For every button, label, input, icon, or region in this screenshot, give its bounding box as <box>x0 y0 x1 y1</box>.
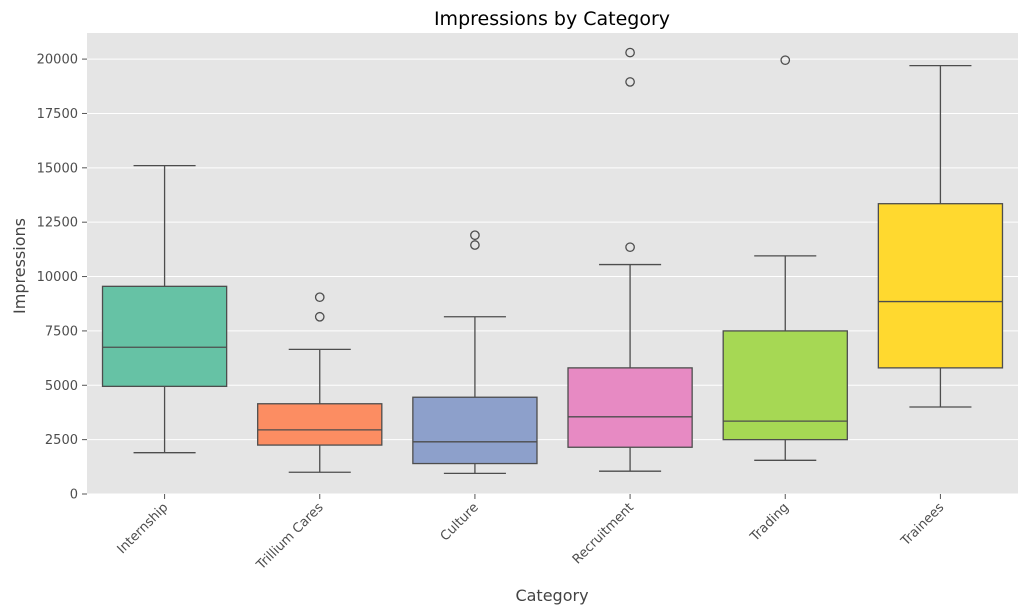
outlier-point <box>625 47 635 58</box>
chart-title: Impressions by Category <box>434 8 670 30</box>
y-tick-label: 15000 <box>37 161 78 176</box>
y-axis-ticks: 0 2500 5000 7500 10000 12500 15000 17500 20000 <box>37 53 87 503</box>
iqr-box <box>722 330 848 441</box>
y-tick-label: 17500 <box>37 107 78 122</box>
y-tick-label: 2500 <box>45 433 78 448</box>
y-tick-label: 7500 <box>45 324 78 339</box>
y-tick-label: 10000 <box>37 270 78 285</box>
gridlines <box>87 58 1018 495</box>
x-tick-label: Trading <box>747 500 792 545</box>
iqr-box <box>567 367 693 448</box>
box-internship <box>101 164 228 454</box>
outlier-point <box>625 242 635 253</box>
plot-area <box>87 33 1018 494</box>
y-tick-label: 0 <box>70 488 78 503</box>
y-tick-label: 20000 <box>37 53 78 68</box>
x-tick-label: Internship <box>115 500 172 557</box>
outlier-point <box>470 240 480 250</box>
iqr-box <box>101 285 228 388</box>
x-axis-label: Category <box>515 586 588 605</box>
iqr-box <box>257 403 383 446</box>
y-tick-label: 12500 <box>37 216 78 231</box>
outlier-point <box>625 77 635 87</box>
box-culture <box>412 230 538 474</box>
box-trainees <box>877 64 1004 408</box>
iqr-box <box>877 203 1004 369</box>
outlier-point <box>314 311 325 322</box>
box-trillium-cares <box>257 292 383 473</box>
x-tick-label: Recruitment <box>570 500 637 567</box>
boxes <box>101 47 1004 474</box>
outlier-point <box>470 230 480 241</box>
y-tick-label: 5000 <box>45 379 78 394</box>
x-axis-ticks: Internship Trillium Cares Culture Recruitme… <box>115 494 948 574</box>
x-tick-label: Trainees <box>898 500 948 550</box>
x-tick-label: Culture <box>438 500 482 544</box>
box-recruitment <box>567 47 693 472</box>
iqr-box <box>412 396 538 465</box>
x-tick-label: Trillium Cares <box>253 500 327 574</box>
box-trading <box>722 55 848 461</box>
y-axis-label: Impressions <box>10 218 29 314</box>
outlier-point <box>314 292 325 303</box>
outlier-point <box>780 55 791 66</box>
